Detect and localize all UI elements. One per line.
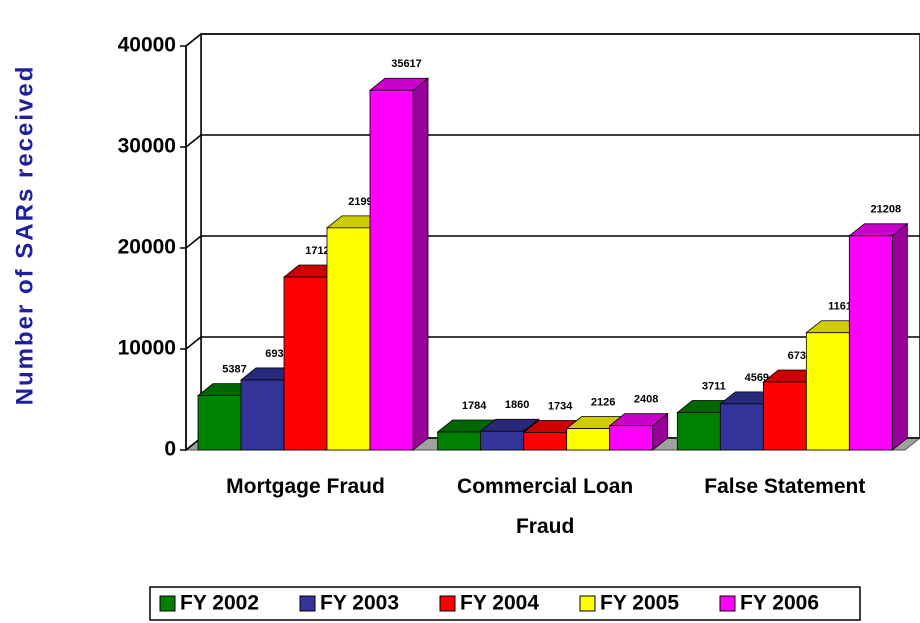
x-tick-label: False Statement <box>704 475 866 498</box>
bar-front <box>805 332 850 451</box>
legend-swatch <box>719 595 736 612</box>
data-label: 4569 <box>745 372 769 384</box>
grid-line-side <box>185 134 202 148</box>
bar-front <box>480 430 525 451</box>
data-label: 35617 <box>391 58 422 70</box>
legend-label: FY 2002 <box>180 592 259 615</box>
bar-front <box>762 381 807 451</box>
data-label: 2126 <box>591 396 615 408</box>
data-label: 1734 <box>548 400 573 412</box>
y-tick-label: 30000 <box>118 135 176 158</box>
legend-label: FY 2005 <box>600 592 679 615</box>
x-tick-label: Commercial Loan Fraud <box>457 475 634 538</box>
bar-side <box>891 222 908 451</box>
x-tick-label: Mortgage Fraud <box>226 475 385 498</box>
legend-swatch <box>579 595 596 612</box>
y-axis-label: Number of SARs received <box>11 65 38 406</box>
grid-line-side <box>185 33 202 47</box>
legend-swatch <box>299 595 316 612</box>
bar <box>848 222 909 451</box>
bar-front <box>326 227 371 451</box>
bar-front <box>437 431 482 451</box>
y-tick-label: 40000 <box>118 34 176 57</box>
y-tick-label: 0 <box>164 438 176 461</box>
legend-label: FY 2004 <box>460 592 539 615</box>
legend-box <box>149 586 861 621</box>
legend-label: FY 2006 <box>740 592 819 615</box>
legend-label: FY 2003 <box>320 592 399 615</box>
data-label: 5387 <box>222 363 246 375</box>
bar-front <box>719 403 764 451</box>
data-label: 3711 <box>702 380 726 392</box>
bar <box>608 412 669 451</box>
grid-line-side <box>185 235 202 249</box>
bar-front <box>523 432 568 451</box>
bar-front <box>369 89 414 451</box>
legend-swatch <box>439 595 456 612</box>
bar-front <box>676 412 721 451</box>
legend: FY 2002 FY 2003 FY 2004 FY 2005 FY 2006 <box>149 586 861 621</box>
y-tick-label: 20000 <box>118 236 176 259</box>
data-label: 1784 <box>462 400 487 412</box>
bar-front <box>283 276 328 451</box>
y-tick-label: 10000 <box>118 337 176 360</box>
grid-line-side <box>185 336 202 350</box>
data-label: 21208 <box>871 204 902 216</box>
bar-front <box>240 379 285 451</box>
bar-front <box>609 425 654 451</box>
data-label: 2408 <box>634 394 658 406</box>
bar-front <box>848 235 893 451</box>
bar-front <box>197 395 242 451</box>
bar <box>368 77 430 451</box>
bar-side <box>412 77 429 451</box>
legend-swatch <box>159 595 176 612</box>
bar-front <box>566 428 611 451</box>
data-label: 1860 <box>505 399 529 411</box>
